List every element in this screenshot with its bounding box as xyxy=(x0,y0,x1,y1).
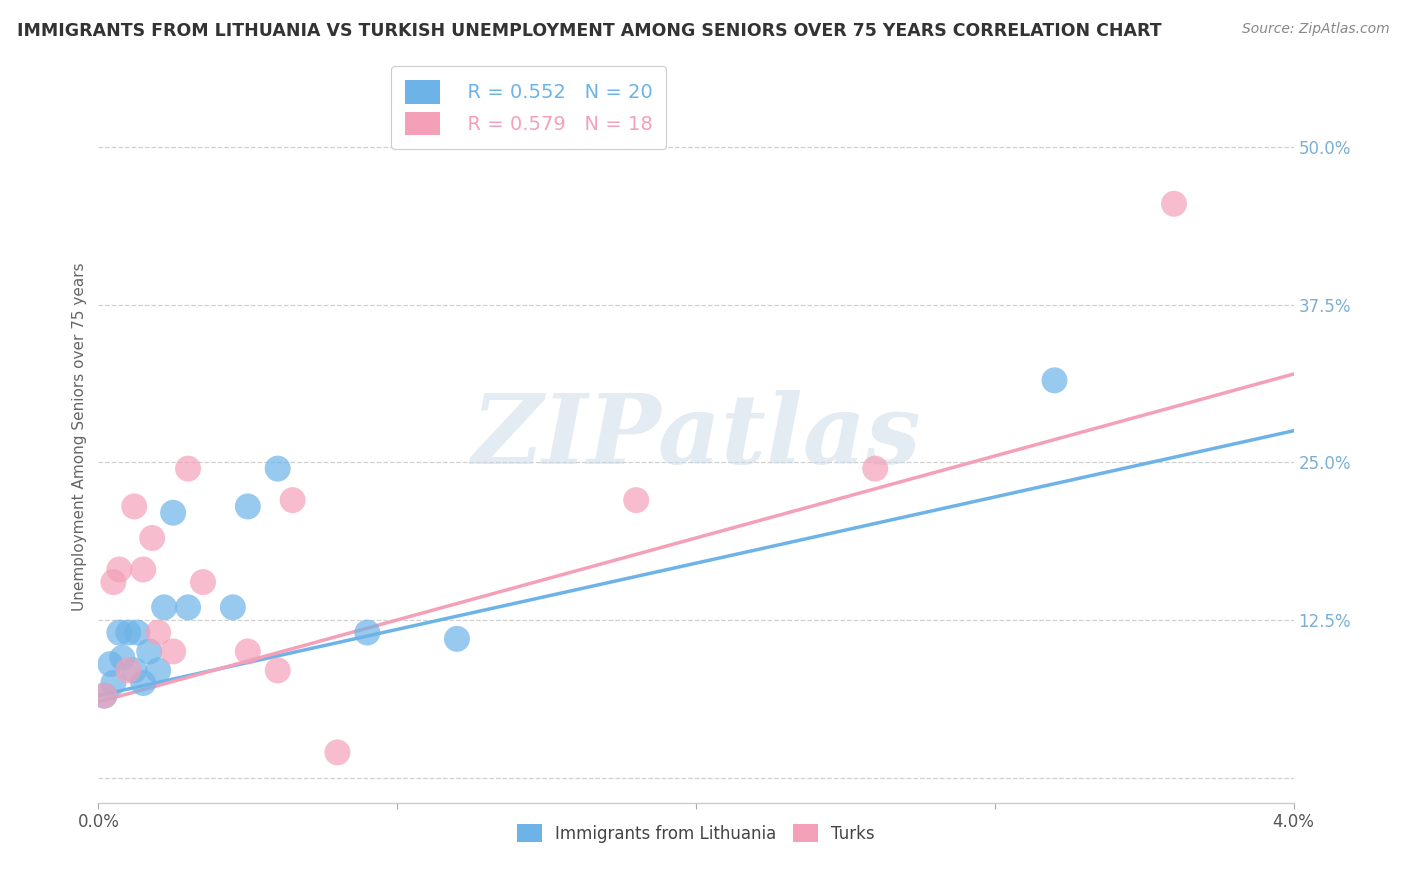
Y-axis label: Unemployment Among Seniors over 75 years: Unemployment Among Seniors over 75 years xyxy=(72,263,87,611)
Point xyxy=(98,657,122,671)
Point xyxy=(177,600,200,615)
Point xyxy=(177,461,200,475)
Point xyxy=(267,461,290,475)
Point xyxy=(117,625,139,640)
Point xyxy=(124,500,146,514)
Point xyxy=(148,625,170,640)
Point xyxy=(148,664,170,678)
Point xyxy=(117,664,139,678)
Text: Source: ZipAtlas.com: Source: ZipAtlas.com xyxy=(1241,22,1389,37)
Point xyxy=(93,689,115,703)
Point xyxy=(153,600,176,615)
Point xyxy=(103,676,125,690)
Point xyxy=(132,676,155,690)
Point xyxy=(191,575,214,590)
Point xyxy=(1163,196,1185,211)
Point xyxy=(356,625,378,640)
Point xyxy=(162,644,184,658)
Point xyxy=(326,745,349,759)
Point xyxy=(267,664,290,678)
Point xyxy=(222,600,245,615)
Point xyxy=(236,644,259,658)
Point xyxy=(138,644,160,658)
Point xyxy=(124,664,146,678)
Point xyxy=(111,650,134,665)
Point xyxy=(236,500,259,514)
Point xyxy=(108,562,131,576)
Point xyxy=(93,689,115,703)
Point xyxy=(108,625,131,640)
Point xyxy=(1043,373,1066,387)
Point xyxy=(446,632,468,646)
Point xyxy=(162,506,184,520)
Point xyxy=(626,493,648,508)
Point xyxy=(141,531,163,545)
Point xyxy=(132,562,155,576)
Text: ZIPatlas: ZIPatlas xyxy=(471,390,921,484)
Point xyxy=(281,493,304,508)
Legend: Immigrants from Lithuania, Turks: Immigrants from Lithuania, Turks xyxy=(510,818,882,849)
Point xyxy=(103,575,125,590)
Text: IMMIGRANTS FROM LITHUANIA VS TURKISH UNEMPLOYMENT AMONG SENIORS OVER 75 YEARS CO: IMMIGRANTS FROM LITHUANIA VS TURKISH UNE… xyxy=(17,22,1161,40)
Point xyxy=(865,461,887,475)
Point xyxy=(127,625,149,640)
